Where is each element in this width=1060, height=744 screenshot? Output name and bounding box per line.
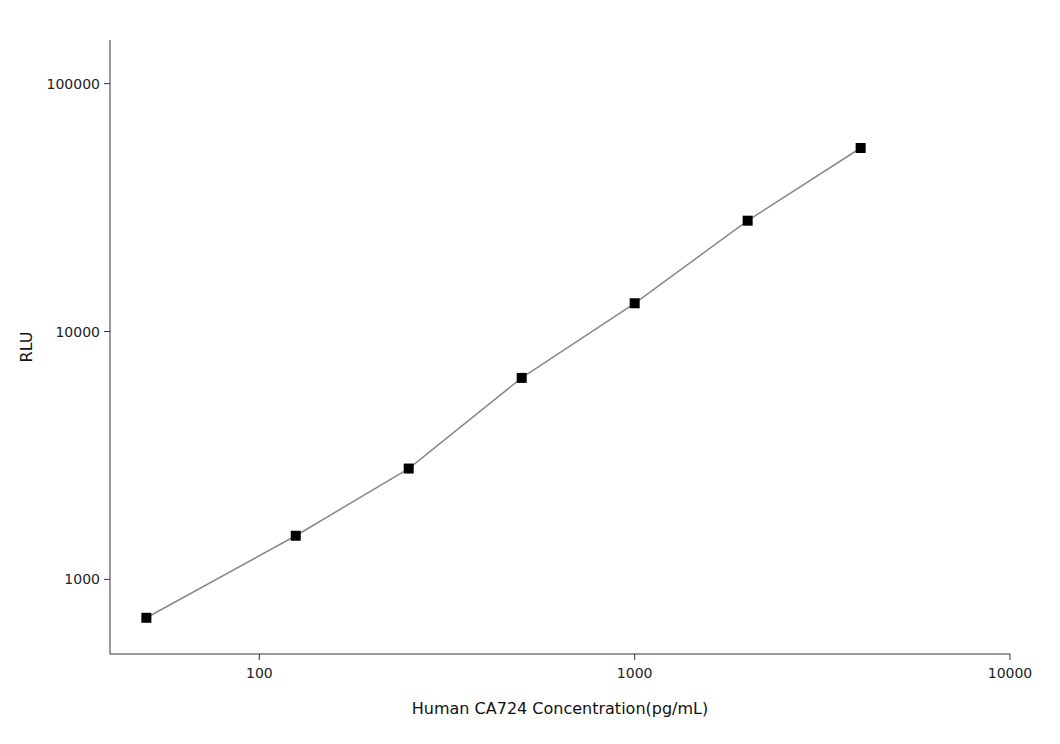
marker [141, 613, 151, 623]
x-tick-label: 10000 [988, 665, 1033, 681]
y-tick [104, 579, 110, 580]
marker [517, 373, 527, 383]
marker [630, 298, 640, 308]
series-line [146, 148, 860, 618]
y-tick [104, 83, 110, 84]
x-tick [1010, 654, 1011, 660]
marker [291, 531, 301, 541]
y-axis-label: RLU [17, 332, 36, 363]
chart-container: 100 1000 10000 1000 10000 100000 Human CA724 C… [0, 0, 1060, 744]
y-axis-line [110, 40, 111, 654]
x-axis-line [110, 654, 1010, 655]
y-tick-label: 100000 [47, 76, 100, 92]
marker [856, 143, 866, 153]
x-tick [259, 654, 260, 660]
marker [404, 464, 414, 474]
x-axis-label: Human CA724 Concentration(pg/mL) [412, 699, 708, 718]
y-tick [104, 331, 110, 332]
chart: 100 1000 10000 1000 10000 100000 Human CA724 C… [0, 0, 1060, 744]
marker [743, 216, 753, 226]
x-tick-label: 100 [246, 665, 273, 681]
plot-area [141, 143, 865, 623]
x-tick-label: 1000 [617, 665, 653, 681]
y-tick-label: 1000 [64, 571, 100, 587]
y-tick-label: 10000 [55, 324, 100, 340]
x-tick [634, 654, 635, 660]
